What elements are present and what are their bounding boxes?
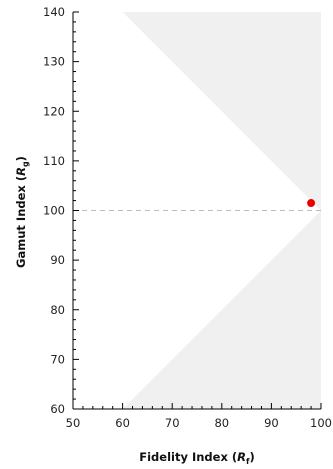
y-tick-label: 70 [50, 352, 65, 366]
x-tick-label: 90 [264, 416, 279, 430]
x-tick-label: 100 [310, 416, 332, 430]
x-axis-title: Fidelity Index (Rf) [139, 450, 255, 466]
y-tick-label: 100 [43, 204, 65, 218]
shaded-regions [122, 12, 321, 409]
data-point [307, 199, 316, 208]
shaded-region-upper [122, 12, 321, 211]
y-tick-label: 120 [43, 104, 65, 118]
y-tick-label: 140 [43, 5, 65, 19]
x-tick-label: 70 [165, 416, 180, 430]
x-tick-label: 80 [214, 416, 229, 430]
y-tick-label: 90 [50, 253, 65, 267]
y-axis-title: Gamut Index (Rg) [14, 156, 30, 268]
y-tick-label: 130 [43, 55, 65, 69]
data-points [307, 199, 316, 208]
y-tick-label: 60 [50, 402, 65, 416]
x-tick-label: 50 [66, 416, 81, 430]
y-tick-label: 80 [50, 303, 65, 317]
y-tick-label: 110 [43, 154, 65, 168]
shaded-region-lower [122, 210, 321, 409]
x-tick-label: 60 [115, 416, 130, 430]
